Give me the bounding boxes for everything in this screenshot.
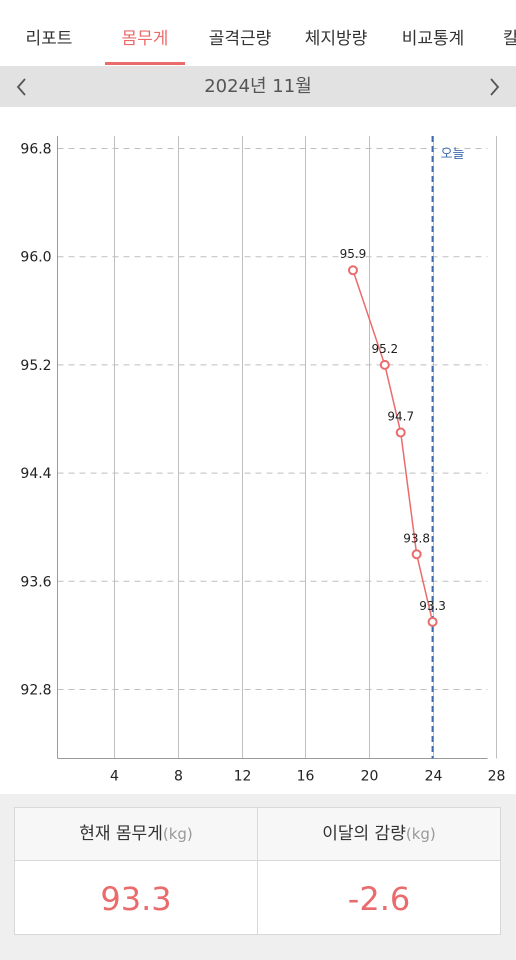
chevron-left-icon (16, 78, 26, 96)
x-tick-label: 20 (361, 769, 379, 785)
current-weight-header: 현재 몸무게(kg) (15, 808, 257, 861)
chevron-right-icon (490, 78, 500, 96)
month-label: 2024년 11월 (204, 76, 312, 97)
summary-panel: 현재 몸무게(kg) 93.3 이달의 감량(kg) -2.6 (0, 794, 516, 960)
data-point (427, 616, 438, 627)
monthly-change-label: 이달의 감량 (322, 824, 406, 844)
weight-line-chart: 4 8 12 16 20 24 28 92.8 93.6 94.4 95.2 96.0 96.8 오늘 95… (20, 136, 506, 785)
y-tick-label: 96.0 (20, 250, 51, 266)
monthly-change-header: 이달의 감량(kg) (258, 808, 500, 861)
next-month-button[interactable] (482, 75, 506, 99)
y-tick-label: 95.2 (20, 358, 51, 374)
data-point (347, 265, 358, 276)
summary-table: 현재 몸무게(kg) 93.3 이달의 감량(kg) -2.6 (14, 807, 501, 935)
tab-report[interactable]: 리포트 (25, 29, 73, 49)
data-point (395, 427, 406, 438)
current-weight-cell: 현재 몸무게(kg) 93.3 (15, 808, 258, 934)
month-navigator: 2024년 11월 (0, 67, 516, 107)
x-tick-label: 24 (425, 769, 443, 785)
tab-compare-stats[interactable]: 비교통계 (401, 29, 465, 49)
prev-month-button[interactable] (10, 75, 34, 99)
current-weight-label: 현재 몸무게 (79, 824, 163, 844)
y-tick-label: 93.6 (20, 574, 51, 590)
tab-bar: 리포트 몸무게 골격근량 체지방량 비교통계 칼 (0, 0, 516, 67)
y-tick-label: 92.8 (20, 683, 51, 699)
x-tick-label: 12 (234, 769, 252, 785)
data-label: 93.8 (403, 531, 430, 545)
monthly-change-unit: (kg) (405, 825, 436, 843)
today-label: 오늘 (441, 147, 465, 162)
active-tab-indicator (105, 62, 185, 65)
monthly-change-cell: 이달의 감량(kg) -2.6 (258, 808, 500, 934)
current-weight-unit: (kg) (162, 825, 193, 843)
tab-weight[interactable]: 몸무게 (121, 29, 169, 49)
data-point (379, 359, 390, 370)
y-tick-label: 96.8 (20, 142, 51, 158)
tab-calorie[interactable]: 칼 (503, 0, 516, 66)
y-tick-label: 94.4 (20, 466, 51, 482)
data-label: 93.3 (419, 599, 446, 613)
tab-skeletal-muscle[interactable]: 골격근량 (208, 29, 272, 49)
weight-series-line (352, 269, 434, 623)
x-tick-label: 4 (110, 769, 119, 785)
tab-body-fat[interactable]: 체지방량 (304, 29, 368, 49)
data-label: 95.9 (340, 247, 367, 261)
data-label: 95.2 (371, 342, 398, 356)
weight-chart: 4 8 12 16 20 24 28 92.8 93.6 94.4 95.2 96.0 96.8 오늘 95… (0, 108, 516, 794)
current-weight-value: 93.3 (100, 880, 172, 918)
data-label: 94.7 (387, 410, 414, 424)
x-tick-label: 8 (174, 769, 183, 785)
x-tick-label: 16 (297, 769, 315, 785)
monthly-change-value: -2.6 (347, 880, 411, 918)
x-tick-label: 28 (488, 769, 506, 785)
data-point (411, 549, 422, 560)
